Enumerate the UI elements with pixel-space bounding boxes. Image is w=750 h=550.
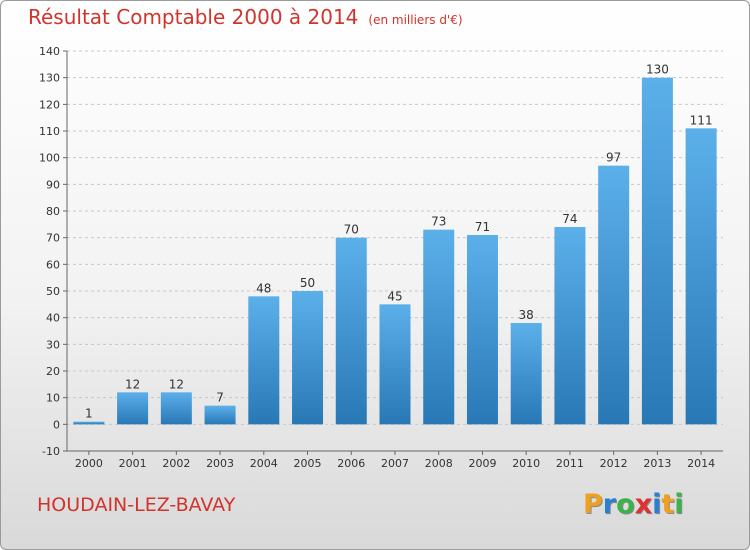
x-tick-label: 2009: [468, 457, 496, 470]
bar: [641, 77, 673, 425]
y-tick-label: -10: [42, 445, 60, 458]
data-label: 12: [169, 377, 184, 391]
y-tick-label: 70: [46, 232, 60, 245]
proxiti-logo: Proxiti: [583, 489, 684, 520]
data-label: 70: [344, 223, 359, 237]
x-tick-label: 2007: [381, 457, 409, 470]
y-tick-label: 80: [46, 205, 60, 218]
bar: [335, 237, 367, 425]
data-label: 73: [431, 215, 446, 229]
logo-letter: t: [661, 489, 675, 520]
logo-letter: x: [634, 489, 653, 520]
x-tick-label: 2010: [512, 457, 540, 470]
bar: [598, 165, 630, 425]
y-tick-label: 0: [53, 418, 60, 431]
y-tick-label: 50: [46, 285, 60, 298]
city-name: HOUDAIN-LEZ-BAVAY: [37, 494, 236, 516]
x-tick-label: 2011: [556, 457, 584, 470]
bar: [292, 291, 324, 425]
data-label: 50: [300, 276, 315, 290]
chart-title: Résultat Comptable 2000 à 2014 (en millie…: [28, 5, 463, 29]
x-tick-label: 2013: [643, 457, 671, 470]
data-label: 7: [216, 391, 224, 405]
logo-letter: r: [602, 489, 617, 520]
bar: [554, 227, 586, 425]
x-tick-label: 2005: [294, 457, 322, 470]
bar: [379, 304, 411, 425]
bar: [248, 296, 280, 425]
y-tick-label: 120: [39, 98, 60, 111]
data-label: 130: [646, 63, 669, 77]
data-label: 74: [562, 212, 577, 226]
data-label: 45: [387, 289, 402, 303]
logo-letter: o: [616, 489, 635, 520]
bar: [73, 421, 105, 425]
y-tick-label: 40: [46, 312, 60, 325]
logo-letter: i: [652, 489, 662, 520]
y-tick-label: 110: [39, 125, 60, 138]
x-tick-label: 2002: [162, 457, 190, 470]
data-label: 48: [256, 281, 271, 295]
x-tick-label: 2012: [600, 457, 628, 470]
title-text: Résultat Comptable 2000 à 2014: [28, 5, 359, 29]
x-tick-label: 2014: [687, 457, 715, 470]
data-label: 111: [690, 113, 713, 127]
logo-letter: P: [583, 489, 603, 520]
x-tick-label: 2006: [337, 457, 365, 470]
y-tick-label: 20: [46, 365, 60, 378]
y-tick-label: 10: [46, 392, 60, 405]
title-unit: (en milliers d'€): [368, 13, 463, 27]
y-tick-label: 30: [46, 338, 60, 351]
y-tick-label: 140: [39, 45, 60, 58]
bar: [117, 392, 149, 425]
bar: [685, 128, 717, 425]
data-label: 71: [475, 220, 490, 234]
data-label: 1: [85, 407, 93, 421]
y-tick-label: 130: [39, 72, 60, 85]
bar: [466, 235, 498, 425]
y-tick-label: 60: [46, 258, 60, 271]
bar: [510, 323, 542, 425]
x-tick-label: 2000: [75, 457, 103, 470]
y-tick-label: 90: [46, 178, 60, 191]
x-tick-label: 2003: [206, 457, 234, 470]
x-tick-label: 2001: [119, 457, 147, 470]
bar: [204, 405, 236, 425]
x-tick-label: 2008: [425, 457, 453, 470]
x-tick-label: 2004: [250, 457, 278, 470]
data-label: 38: [519, 308, 534, 322]
data-label: 12: [125, 377, 140, 391]
y-tick-label: 100: [39, 152, 60, 165]
logo-letter: i: [674, 489, 684, 520]
bar: [423, 229, 455, 425]
bar: [160, 392, 192, 425]
data-label: 97: [606, 151, 621, 165]
